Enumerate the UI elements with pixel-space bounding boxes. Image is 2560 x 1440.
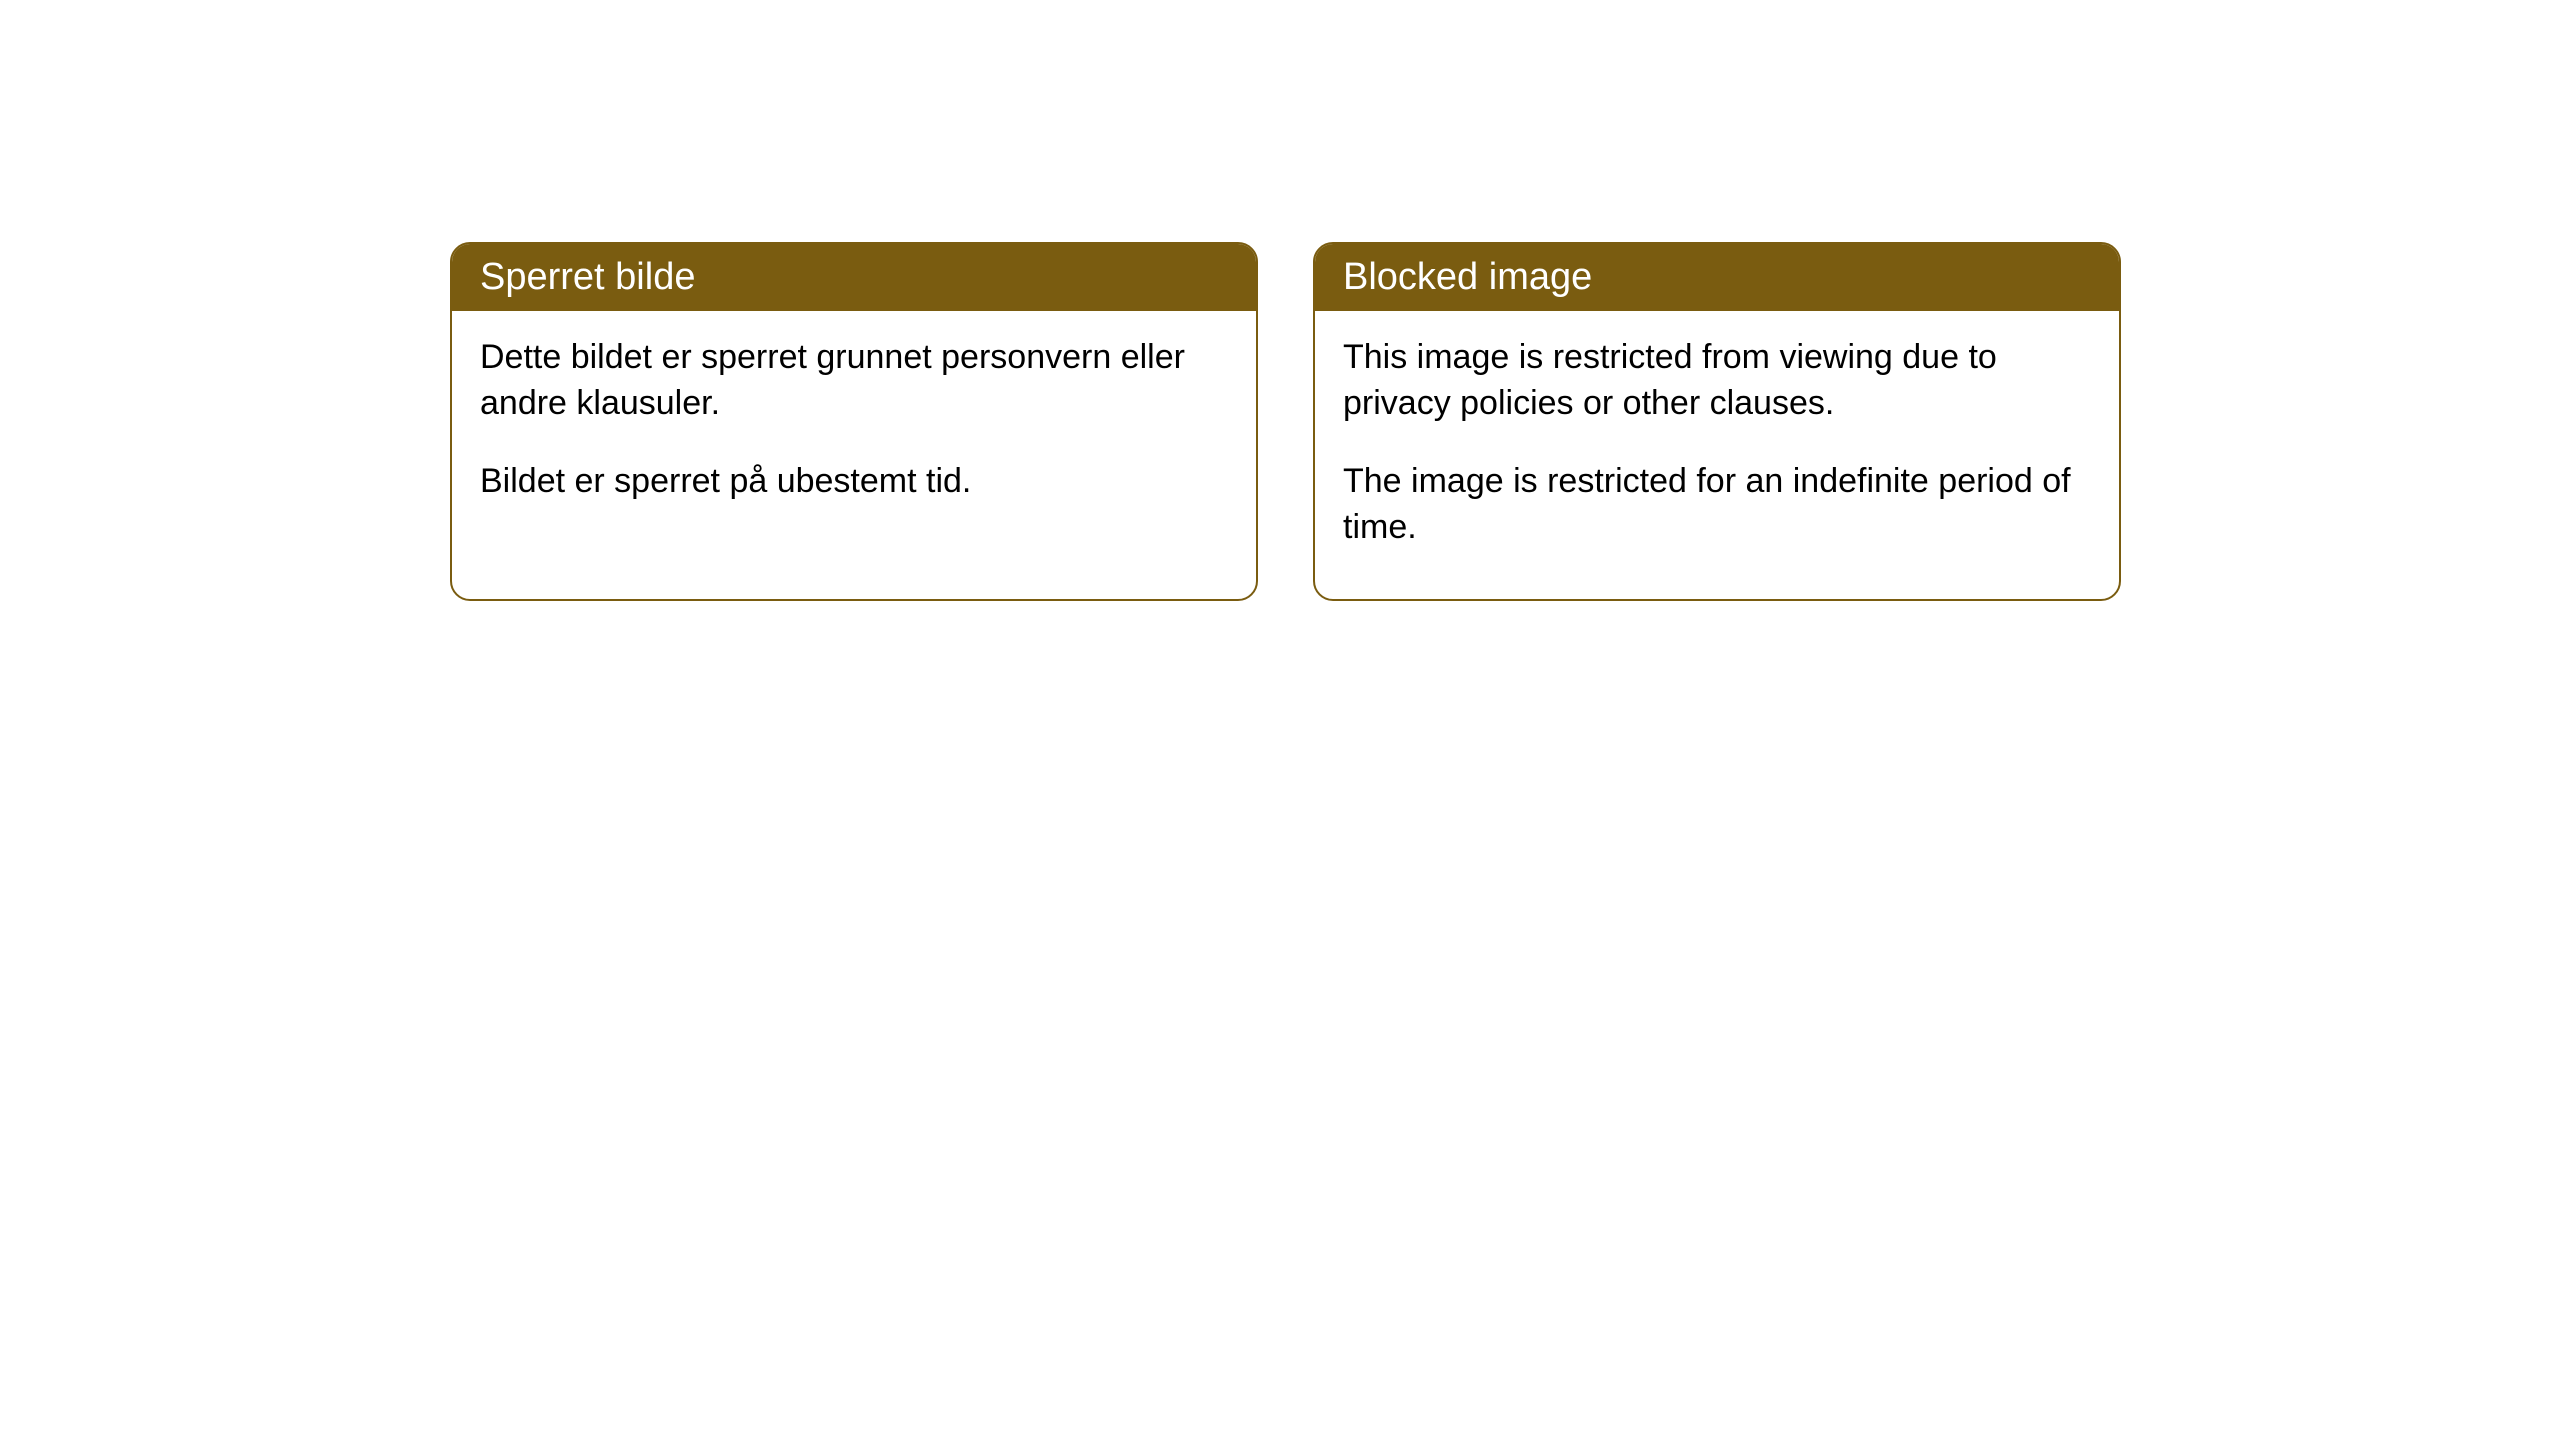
notice-paragraph: The image is restricted for an indefinit…	[1343, 459, 2091, 551]
card-header: Blocked image	[1315, 244, 2119, 311]
card-title: Sperret bilde	[480, 256, 695, 298]
notice-card-norwegian: Sperret bilde Dette bildet er sperret gr…	[450, 242, 1258, 601]
card-header: Sperret bilde	[452, 244, 1256, 311]
notice-paragraph: This image is restricted from viewing du…	[1343, 335, 2091, 427]
card-title: Blocked image	[1343, 256, 1592, 298]
notice-card-english: Blocked image This image is restricted f…	[1313, 242, 2121, 601]
notice-paragraph: Bildet er sperret på ubestemt tid.	[480, 459, 1228, 505]
card-body: This image is restricted from viewing du…	[1315, 311, 2119, 599]
card-body: Dette bildet er sperret grunnet personve…	[452, 311, 1256, 553]
notice-paragraph: Dette bildet er sperret grunnet personve…	[480, 335, 1228, 427]
notice-cards-container: Sperret bilde Dette bildet er sperret gr…	[450, 242, 2121, 601]
